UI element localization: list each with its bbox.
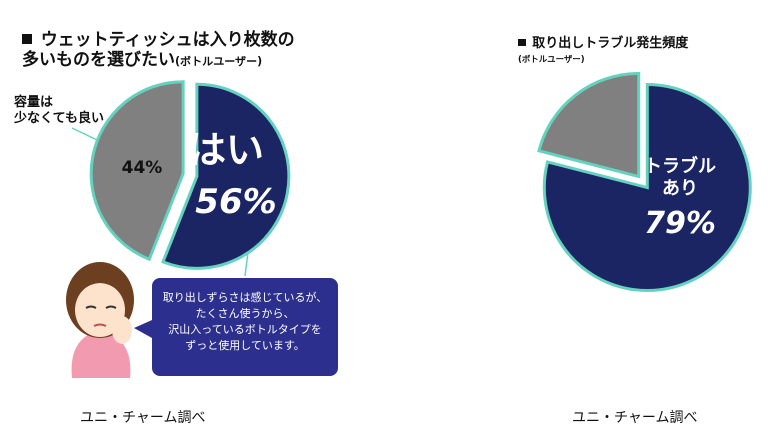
title-marker <box>22 33 33 45</box>
pie-slice <box>89 80 185 262</box>
category-label: トラブル あり <box>644 156 716 199</box>
source-note: ユニ・チャーム調べ <box>80 410 206 426</box>
chart-subtitle: (ボトルユーザー) <box>518 53 585 64</box>
chart-title-block: 取り出しトラブル発生頻度 (ボトルユーザー) <box>518 36 688 64</box>
pie-slice <box>542 83 752 292</box>
chart-title: ウェットティッシュは入り枚数の 多いものを選びたい <box>22 30 295 71</box>
chart-title-block: ウェットティッシュは入り枚数の 多いものを選びたい(ボトルユーザー) <box>22 30 295 71</box>
annotation-line: ずっと使用しています。 <box>185 338 305 352</box>
annotation: 取り出しずらさは感じているが、 たくさん使うから、沢山入っているボトルタイプを ずっ… <box>152 290 338 354</box>
chart-title: 取り出しトラブル発生頻度 <box>532 36 689 51</box>
person-illustration <box>66 262 134 378</box>
category-label: 容量は 少なくても良い <box>14 95 104 126</box>
value-label: 56% <box>195 182 277 222</box>
annotation-line: たくさん使うから、 <box>195 306 295 320</box>
source-note: ユニ・チャーム調べ <box>572 410 698 426</box>
pie-slice <box>161 82 291 270</box>
title-marker <box>518 38 526 47</box>
annotation-line: 沢山入っているボトルタイプを <box>168 322 322 336</box>
speech-bubble <box>134 278 338 376</box>
bubble-leader <box>244 251 249 277</box>
value-label: 79% <box>644 206 716 241</box>
chart-subtitle: (ボトルユーザー) <box>175 55 263 69</box>
category-label: はい <box>187 128 264 172</box>
pie-slice <box>537 71 641 179</box>
annotation-line: 取り出しずらさは感じているが、 <box>162 291 328 304</box>
value-label: 44% <box>121 158 163 178</box>
